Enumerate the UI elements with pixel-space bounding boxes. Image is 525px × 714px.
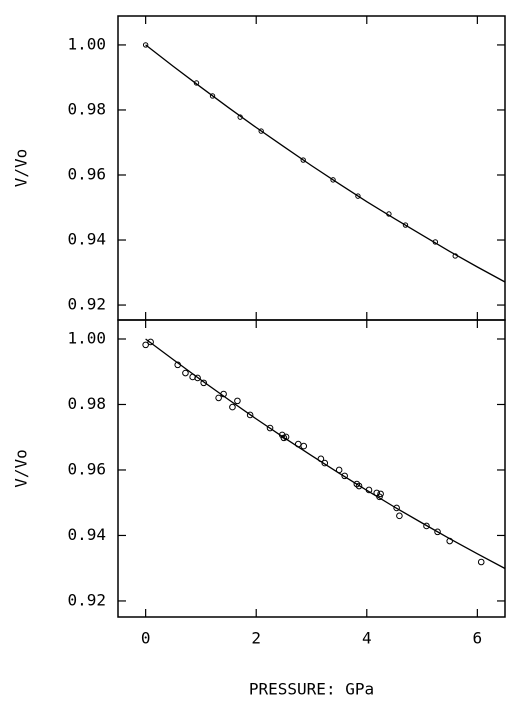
data-point [423, 522, 430, 530]
data-point [300, 157, 306, 163]
data-point [341, 472, 348, 480]
y-tick-label: 0.96 [67, 459, 106, 478]
x-tick-label: 6 [473, 629, 483, 648]
y-axis-label: V/Vo [12, 449, 31, 488]
x-tick-label: 4 [362, 629, 372, 648]
data-point [330, 177, 336, 183]
data-point [182, 369, 189, 377]
y-tick-label: 0.98 [67, 394, 106, 413]
y-tick-label: 0.94 [67, 525, 106, 544]
data-point [194, 374, 201, 382]
data-point [234, 397, 241, 405]
data-point [246, 411, 254, 419]
y-tick-label: 0.96 [67, 164, 106, 183]
data-point [321, 459, 329, 467]
data-point [209, 93, 216, 99]
data-point [377, 490, 384, 498]
y-tick-label: 0.92 [67, 295, 106, 314]
data-point [402, 222, 409, 228]
data-point [300, 442, 308, 450]
data-point [258, 128, 264, 134]
data-point [434, 528, 441, 536]
y-axis-label: V/Vo [12, 149, 31, 188]
y-tick-label: 0.94 [67, 230, 106, 249]
plot-frame [117, 15, 506, 321]
data-point [147, 338, 154, 346]
x-axis-label: PRESSURE: GPa [249, 680, 374, 699]
y-tick-label: 0.98 [67, 99, 106, 118]
y-tick-label: 1.00 [67, 34, 106, 53]
y-tick-label: 0.92 [67, 590, 106, 609]
x-tick-label: 0 [141, 629, 151, 648]
data-point [477, 558, 485, 566]
fit-line [145, 44, 506, 283]
data-point [396, 512, 403, 520]
fit-line [145, 338, 506, 570]
data-point [142, 341, 149, 349]
data-point [355, 193, 361, 199]
data-point [355, 482, 363, 490]
x-tick-label: 2 [251, 629, 261, 648]
data-point [142, 42, 149, 48]
data-point [215, 394, 222, 402]
y-tick-label: 1.00 [67, 328, 106, 347]
data-point [200, 379, 207, 387]
data-point [393, 504, 400, 512]
plot-frame [117, 319, 506, 618]
data-point [229, 403, 236, 411]
data-point [266, 424, 274, 432]
